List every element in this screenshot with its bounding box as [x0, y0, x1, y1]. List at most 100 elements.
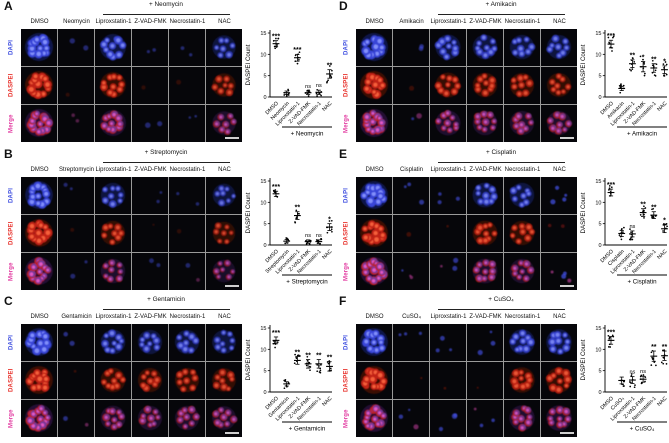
y-tick-label: 15: [260, 326, 266, 332]
column-label: Necrostatin-1: [169, 167, 206, 173]
treatment-bracket-line: [438, 14, 565, 15]
micrograph-E-merge-0: [356, 253, 392, 290]
data-point: [664, 61, 667, 63]
micrograph-A-merge-1: [58, 105, 94, 142]
y-tick-label: 5: [598, 222, 601, 228]
chart-group-label: + Amikacin: [627, 131, 658, 138]
y-tick-label: 0: [263, 95, 266, 101]
treatment-header: + Streptomycin: [144, 149, 188, 156]
row-label-merge: Merge: [343, 114, 350, 133]
micrograph-E-dapi-5: [541, 177, 577, 214]
micrograph-F-daspei-0: [356, 362, 392, 399]
column-label: Z-VAD-FMK: [134, 314, 167, 320]
row-label-daspei: DASPEI: [8, 221, 15, 246]
micrograph-E-dapi-2: [430, 177, 466, 214]
micrograph-grid: [356, 29, 577, 142]
y-tick-label: 5: [263, 222, 266, 228]
data-point: [293, 362, 296, 365]
significance-label: **: [662, 344, 668, 351]
data-point: [650, 351, 653, 354]
column-label: Z-VAD-FMK: [134, 19, 167, 25]
significance-label: ***: [272, 184, 280, 191]
data-point: [620, 238, 623, 241]
data-point: [642, 374, 645, 376]
data-point: [608, 187, 611, 190]
data-point: [622, 231, 624, 233]
data-point: [631, 68, 634, 70]
row-label-dapi: DAPI: [8, 187, 15, 204]
data-point: [610, 186, 613, 189]
significance-label: **: [651, 344, 657, 351]
micrograph-A-daspei-4: [169, 67, 205, 104]
data-point: [295, 209, 298, 212]
micrograph-A-merge-0: [21, 105, 57, 142]
treatment-header: + CuSO₄: [488, 296, 514, 303]
significance-label: ns: [629, 224, 635, 230]
y-tick-label: 0: [263, 243, 266, 249]
y-tick-label: 5: [598, 369, 601, 375]
data-point: [629, 385, 632, 388]
data-point: [327, 79, 329, 82]
data-point: [644, 72, 646, 75]
significance-label: ***: [607, 33, 615, 40]
micrograph-E-daspei-3: [467, 215, 503, 252]
micrograph-B-merge-2: [95, 253, 131, 290]
micrograph-C-merge-2: [95, 400, 131, 437]
data-point: [665, 363, 668, 365]
micrograph-F-dapi-0: [356, 324, 392, 361]
data-point: [328, 65, 331, 67]
data-point: [295, 356, 298, 359]
micrograph-E-daspei-5: [541, 215, 577, 252]
micrograph-F-daspei-5: [541, 362, 577, 399]
panel-A: A + Neomycin DMSO Neomycin Liproxstatin-1 Z-V…: [0, 0, 334, 148]
treatment-header: + Gentamicin: [147, 296, 185, 303]
data-point: [608, 185, 611, 187]
micrograph-A-dapi-1: [58, 29, 94, 66]
micrograph-A-dapi-5: [206, 29, 242, 66]
micrograph-A-dapi-2: [95, 29, 131, 66]
significance-label: **: [630, 53, 636, 60]
data-point: [330, 219, 333, 222]
micrograph-C-daspei-5: [206, 362, 242, 399]
data-point: [655, 364, 657, 367]
micrograph-F-merge-4: [504, 400, 540, 437]
data-point: [654, 69, 657, 72]
data-point: [285, 95, 288, 97]
x-tick-label: NAC: [656, 396, 668, 408]
micrograph-A-daspei-1: [58, 67, 94, 104]
data-point: [643, 213, 645, 216]
data-point: [640, 374, 643, 377]
data-point: [663, 223, 665, 225]
data-point: [630, 231, 632, 234]
data-point: [330, 228, 333, 231]
y-tick-label: 15: [260, 31, 266, 37]
treatment-bracket-line: [103, 162, 230, 163]
data-point: [629, 228, 631, 230]
micrograph-C-daspei-3: [132, 362, 168, 399]
data-point: [643, 209, 645, 212]
data-point: [283, 387, 286, 390]
micrograph-grid: [356, 324, 577, 437]
data-point: [633, 386, 636, 389]
row-label-merge: Merge: [8, 114, 15, 133]
significance-label: **: [316, 352, 322, 359]
data-point: [643, 217, 645, 219]
significance-label: **: [327, 63, 333, 70]
data-point: [630, 69, 632, 72]
y-tick-label: 5: [263, 369, 266, 375]
data-point: [309, 369, 311, 372]
data-point: [632, 57, 634, 60]
panel-letter: C: [4, 294, 13, 308]
data-point: [277, 37, 280, 40]
significance-label: ns: [305, 84, 311, 90]
micrograph-D-merge-5: [541, 105, 577, 142]
row-label-daspei: DASPEI: [343, 73, 350, 98]
y-tick-label: 10: [260, 200, 266, 206]
row-label-merge: Merge: [343, 262, 350, 281]
micrograph-C-merge-3: [132, 400, 168, 437]
data-point: [275, 37, 277, 40]
